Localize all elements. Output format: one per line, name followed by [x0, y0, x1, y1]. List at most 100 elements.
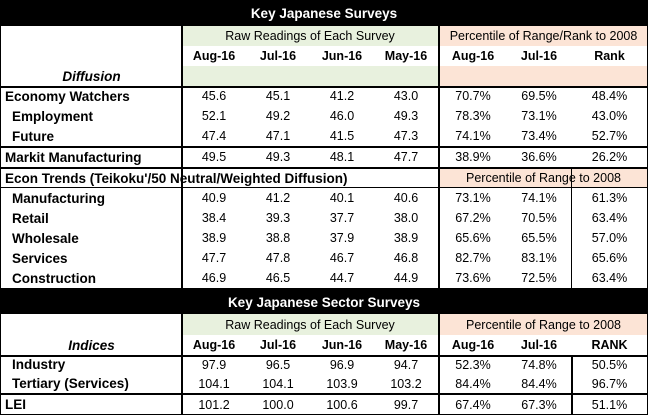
cell-value: 63.4% — [591, 211, 628, 225]
econ-percentile-header: Percentile of Range to 2008 — [440, 168, 647, 188]
col-header: Jun-16 — [321, 338, 363, 352]
cell-value: 38.8 — [265, 231, 291, 245]
divider — [571, 167, 572, 288]
raw-readings-header: Raw Readings of Each Survey — [182, 26, 438, 46]
column-header-row-top: Aug-16 Jul-16 Jun-16 May-16 Aug-16 Jul-1… — [1, 46, 647, 66]
cell-value: 103.9 — [326, 376, 358, 391]
cell-value: 100.6 — [326, 397, 358, 412]
col-header: May-16 — [384, 49, 428, 63]
row-label: Industry — [12, 357, 66, 372]
cell-value: 47.3 — [393, 129, 419, 143]
divider — [1, 86, 647, 88]
cell-value: 45.1 — [265, 89, 291, 103]
divider — [1, 288, 647, 290]
cell-value: 74.1% — [521, 191, 557, 205]
cell-value: 84.4% — [455, 376, 491, 391]
col-header: Jun-16 — [321, 49, 363, 63]
cell-value: 61.3% — [591, 191, 628, 205]
cell-value: 96.9 — [329, 357, 355, 372]
cell-value: 74.1% — [455, 129, 491, 143]
table-row: Wholesale 38.9 38.8 37.9 38.9 65.6% 65.5… — [1, 228, 647, 248]
cell-value: 49.5 — [201, 150, 227, 164]
cell-value: 50.5% — [591, 357, 628, 372]
cell-value: 38.9 — [201, 231, 227, 245]
divider — [181, 314, 183, 414]
row-label: Future — [12, 128, 54, 144]
cell-value: 73.6% — [455, 271, 491, 285]
col-header: Rank — [594, 49, 625, 63]
table-row: Construction 46.9 46.5 44.7 44.9 73.6% 7… — [1, 268, 647, 288]
table-row: Markit Manufacturing 49.5 49.3 48.1 47.7… — [1, 147, 647, 167]
cell-value: 40.1 — [329, 191, 355, 205]
cell-value: 49.3 — [393, 109, 419, 123]
table-row: Future 47.4 47.1 41.5 47.3 74.1% 73.4% 5… — [1, 126, 647, 146]
row-label: Services — [12, 250, 68, 266]
cell-value: 47.7 — [393, 150, 419, 164]
cell-value: 83.1% — [521, 251, 557, 265]
cell-value: 48.4% — [591, 89, 628, 103]
diffusion-row: Diffusion — [1, 66, 647, 86]
cell-value: 67.4% — [455, 397, 491, 412]
row-label: Markit Manufacturing — [5, 149, 142, 165]
cell-value: 52.3% — [455, 357, 491, 372]
cell-value: 49.3 — [265, 150, 291, 164]
cell-value: 36.6% — [521, 150, 557, 164]
row-label: LEI — [5, 397, 27, 412]
table-row: Employment 52.1 49.2 46.0 49.3 78.3% 73.… — [1, 106, 647, 126]
cell-value: 37.7 — [329, 211, 355, 225]
divider — [1, 393, 647, 395]
col-header: May-16 — [384, 338, 428, 352]
divider — [438, 314, 440, 414]
cell-value: 44.7 — [329, 271, 355, 285]
row-label: Retail — [12, 210, 49, 226]
cell-value: 47.4 — [201, 129, 227, 143]
divider — [438, 26, 440, 288]
cell-value: 100.0 — [262, 397, 294, 412]
cell-value: 40.9 — [201, 191, 227, 205]
cell-value: 52.1 — [201, 109, 227, 123]
table-row: LEI 101.2 100.0 100.6 99.7 67.4% 67.3% 5… — [1, 395, 647, 414]
cell-value: 96.5 — [265, 357, 291, 372]
cell-value: 47.7 — [201, 251, 227, 265]
row-label: Wholesale — [12, 230, 79, 246]
divider — [1, 146, 647, 148]
col-header: Jul-16 — [259, 338, 297, 352]
cell-value: 41.5 — [329, 129, 355, 143]
divider — [1, 167, 647, 169]
divider — [1, 355, 647, 357]
cell-value: 38.4 — [201, 211, 227, 225]
econ-header-row: Econ Trends (Teikoku'/50 Neutral/Weighte… — [1, 168, 647, 188]
econ-section-label: Econ Trends (Teikoku'/50 Neutral/Weighte… — [5, 170, 348, 186]
cell-value: 26.2% — [591, 150, 628, 164]
group-header-row-sector: Raw Readings of Each Survey Percentile o… — [1, 314, 647, 335]
cell-value: 49.2 — [265, 109, 291, 123]
cell-value: 46.7 — [329, 251, 355, 265]
cell-value: 47.1 — [265, 129, 291, 143]
row-label: Construction — [12, 270, 96, 286]
cell-value: 78.3% — [455, 109, 491, 123]
table-row: Services 47.7 47.8 46.7 46.8 82.7% 83.1%… — [1, 248, 647, 268]
table-row: Industry 97.9 96.5 96.9 94.7 52.3% 74.8%… — [1, 355, 647, 374]
cell-value: 97.9 — [201, 357, 227, 372]
table-row: Manufacturing 40.9 41.2 40.1 40.6 73.1% … — [1, 188, 647, 208]
diffusion-label: Diffusion — [62, 68, 121, 84]
col-header: Aug-16 — [192, 338, 236, 352]
cell-value: 63.4% — [591, 271, 628, 285]
cell-value: 46.0 — [329, 109, 355, 123]
cell-value: 69.5% — [521, 89, 557, 103]
cell-value: 70.5% — [521, 211, 557, 225]
cell-value: 57.0% — [591, 231, 628, 245]
cell-value: 101.2 — [198, 397, 230, 412]
cell-value: 104.1 — [262, 376, 294, 391]
cell-value: 46.5 — [265, 271, 291, 285]
cell-value: 47.8 — [265, 251, 291, 265]
cell-value: 37.9 — [329, 231, 355, 245]
cell-value: 74.8% — [521, 357, 557, 372]
cell-value: 103.2 — [390, 376, 422, 391]
cell-value: 84.4% — [521, 376, 557, 391]
cell-value: 46.8 — [393, 251, 419, 265]
cell-value: 38.9% — [455, 150, 491, 164]
percentile-header: Percentile of Range/Rank to 2008 — [440, 26, 647, 46]
title-row-top: Key Japanese Surveys — [1, 1, 647, 26]
